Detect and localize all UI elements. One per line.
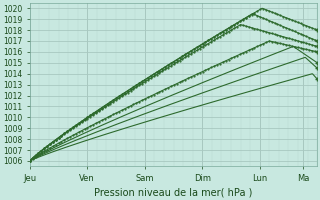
- X-axis label: Pression niveau de la mer( hPa ): Pression niveau de la mer( hPa ): [94, 187, 253, 197]
